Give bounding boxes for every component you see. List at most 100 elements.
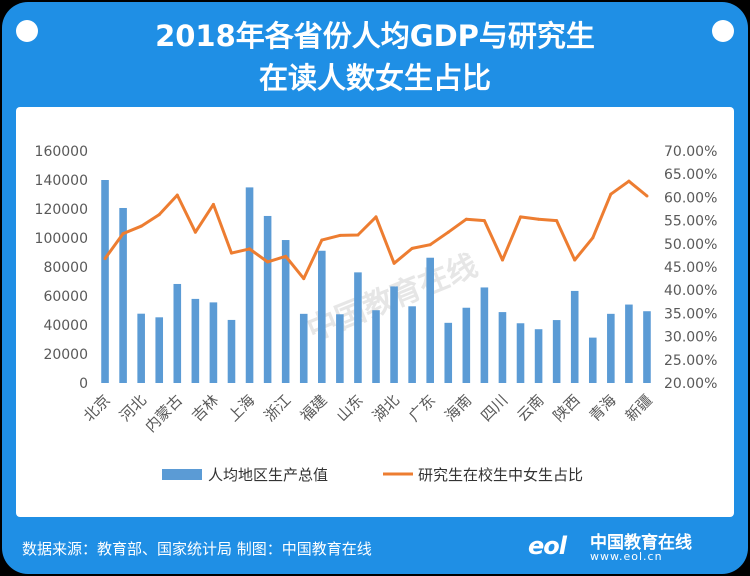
line-point	[356, 233, 360, 237]
left-tick-label: 0	[79, 376, 88, 392]
line-point	[338, 233, 342, 237]
right-tick-label: 25.00%	[664, 353, 717, 369]
line-point	[175, 193, 179, 197]
right-tick-label: 20.00%	[664, 376, 717, 392]
line-series	[103, 179, 649, 281]
title-line-1: 2018年各省份人均GDP与研究生	[155, 19, 595, 53]
left-tick-label: 20000	[43, 347, 88, 363]
x-tick-label: 浙江	[261, 391, 295, 425]
line-point	[446, 230, 450, 234]
bar	[516, 323, 525, 383]
x-tick-label: 内蒙古	[142, 391, 187, 436]
line-point	[121, 232, 125, 236]
bar	[552, 320, 561, 383]
x-tick-label: 福建	[297, 391, 331, 425]
bar	[498, 312, 507, 383]
left-tick-label: 100000	[35, 231, 88, 247]
line-point	[627, 179, 631, 183]
line-path	[103, 179, 648, 281]
line-point	[428, 243, 432, 247]
right-axis: 20.00% 25.00% 30.00% 35.00% 40.00% 45.00% 50.0…	[664, 144, 717, 392]
x-tick-label: 云南	[513, 391, 547, 425]
line-point	[193, 230, 197, 234]
legend-bar-label: 人均地区生产总值	[208, 466, 328, 484]
logo-url: www.eol.cn	[590, 550, 663, 563]
legend-line-label: 研究生在校生中女生占比	[418, 466, 583, 484]
eol-logo: eol 中国教育在线 www.eol.cn	[528, 524, 718, 568]
x-tick-label: 四川	[477, 391, 511, 425]
right-tick-label: 55.00%	[664, 214, 717, 230]
corner-dot-right	[712, 20, 734, 42]
right-tick-label: 35.00%	[664, 306, 717, 322]
bar	[480, 287, 489, 383]
x-tick-label: 青海	[586, 391, 620, 425]
bar	[462, 307, 471, 383]
line-point	[103, 257, 107, 261]
line-point	[157, 213, 161, 217]
footer: 数据来源：教育部、国家统计局 制图：中国教育在线 eol 中国教育在线 www.…	[2, 516, 748, 574]
bar	[408, 306, 416, 383]
line-point	[374, 215, 378, 219]
bar	[173, 283, 182, 383]
bar	[281, 240, 290, 383]
bar	[137, 313, 145, 383]
bar	[534, 329, 543, 383]
bar	[588, 337, 597, 383]
left-tick-label: 140000	[35, 173, 88, 189]
line-point	[248, 247, 252, 251]
bar	[318, 250, 326, 383]
line-point	[392, 261, 396, 265]
bar	[570, 290, 579, 383]
x-tick-label: 海南	[441, 391, 475, 425]
bar	[155, 317, 164, 383]
line-point	[266, 260, 270, 264]
line-point	[464, 217, 468, 221]
line-point	[591, 236, 595, 240]
line-point	[229, 251, 233, 255]
x-tick-label: 吉林	[188, 391, 222, 425]
right-tick-label: 45.00%	[664, 260, 717, 276]
right-tick-label: 50.00%	[664, 237, 717, 253]
line-point	[573, 258, 577, 262]
bar	[390, 286, 398, 383]
legend: 人均地区生产总值 研究生在校生中女生占比	[162, 466, 583, 484]
line-point	[537, 217, 541, 221]
line-point	[519, 215, 523, 219]
line-point	[302, 277, 306, 281]
bar	[336, 314, 344, 383]
right-tick-label: 60.00%	[664, 190, 717, 206]
line-point	[139, 224, 143, 228]
left-tick-label: 80000	[43, 260, 88, 276]
line-point	[645, 194, 649, 198]
bar	[426, 257, 434, 383]
left-tick-label: 40000	[43, 318, 88, 334]
logo-name: 中国教育在线	[590, 533, 692, 553]
x-tick-label: 山东	[333, 391, 367, 425]
x-tick-label: 陕西	[550, 391, 584, 425]
right-tick-label: 70.00%	[664, 144, 717, 160]
line-point	[482, 219, 486, 223]
left-tick-label: 160000	[35, 144, 88, 160]
chart-svg: 中国教育在线 020000400006000080000100000120000…	[35, 144, 718, 484]
bar	[191, 298, 200, 383]
x-tick-label: 新疆	[622, 391, 656, 425]
bar	[372, 310, 380, 383]
line-point	[555, 219, 559, 223]
x-tick-label: 广东	[405, 391, 439, 425]
right-tick-label: 65.00%	[664, 167, 717, 183]
logo-mark: eol	[528, 532, 567, 560]
bar	[607, 313, 615, 383]
page-title: 2018年各省份人均GDP与研究生 在读人数女生占比	[2, 15, 748, 99]
x-tick-label: 湖北	[369, 391, 403, 425]
bar	[263, 215, 272, 383]
corner-dot-left	[16, 20, 38, 42]
title-line-2: 在读人数女生占比	[258, 61, 491, 95]
bar	[101, 180, 109, 383]
bar-series	[101, 180, 651, 383]
bar	[119, 207, 127, 383]
line-point	[320, 238, 324, 242]
bar	[227, 319, 236, 383]
bar	[299, 313, 308, 383]
line-point	[284, 254, 288, 258]
